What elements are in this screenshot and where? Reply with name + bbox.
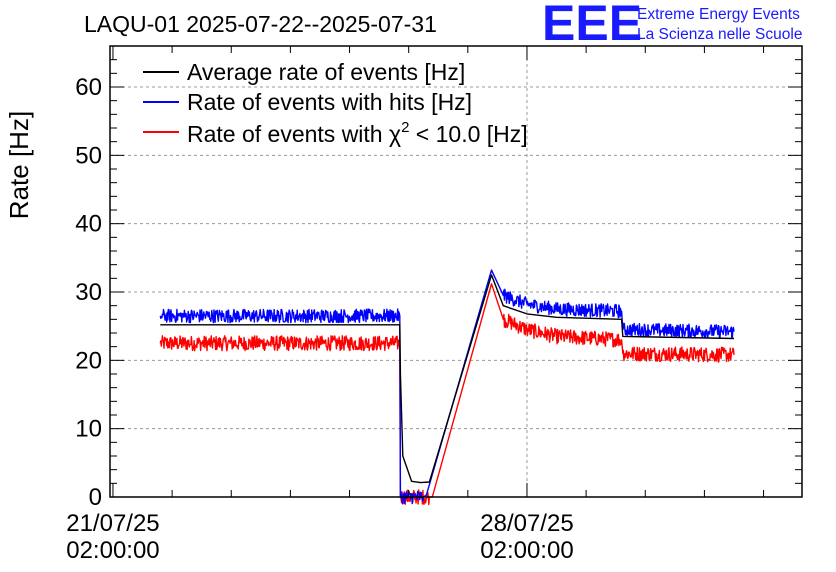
y-tick-label: 60 bbox=[75, 74, 102, 101]
legend-label-chi2: Rate of events with χ2 < 10.0 [Hz] bbox=[187, 119, 528, 147]
y-tick-label: 20 bbox=[75, 347, 102, 374]
eee-logo: EEE Extreme Energy Events La Scienza nel… bbox=[542, 0, 802, 51]
y-tick-label: 50 bbox=[75, 142, 102, 169]
y-tick-label: 40 bbox=[75, 211, 102, 238]
x-tick-label-date: 21/07/25 bbox=[66, 510, 159, 537]
y-tick-label: 0 bbox=[89, 484, 102, 511]
series-line-0 bbox=[160, 274, 735, 484]
y-tick-label: 10 bbox=[75, 416, 102, 443]
legend-chi2-suffix: < 10.0 [Hz] bbox=[409, 121, 527, 147]
logo-line-1: Extreme Energy Events bbox=[637, 6, 800, 23]
x-tick-label-time: 02:00:00 bbox=[66, 537, 159, 564]
y-tick-label: 30 bbox=[75, 279, 102, 306]
series-line-1 bbox=[159, 269, 735, 505]
legend: Average rate of events [Hz] Rate of even… bbox=[143, 59, 528, 147]
chart-title: LAQU-01 2025-07-22--2025-07-31 bbox=[84, 11, 437, 37]
y-axis-label: Rate [Hz] bbox=[4, 111, 34, 219]
series-lines bbox=[159, 269, 735, 506]
legend-chi2-prefix: Rate of events with χ bbox=[187, 121, 401, 147]
x-tick-label-time: 02:00:00 bbox=[480, 537, 573, 564]
legend-chi2-sup: 2 bbox=[401, 119, 409, 136]
legend-label-average: Average rate of events [Hz] bbox=[187, 59, 465, 85]
legend-label-hits: Rate of events with hits [Hz] bbox=[187, 89, 472, 115]
x-tick-label-date: 28/07/25 bbox=[480, 510, 573, 537]
logo-letters: EEE bbox=[542, 0, 642, 51]
plot-frame bbox=[109, 45, 803, 498]
grid-lines bbox=[110, 46, 802, 497]
logo-line-2: La Scienza nelle Scuole bbox=[637, 26, 802, 43]
axis-ticks: 010203040506021/07/2502:00:0028/07/2502:… bbox=[66, 45, 802, 564]
